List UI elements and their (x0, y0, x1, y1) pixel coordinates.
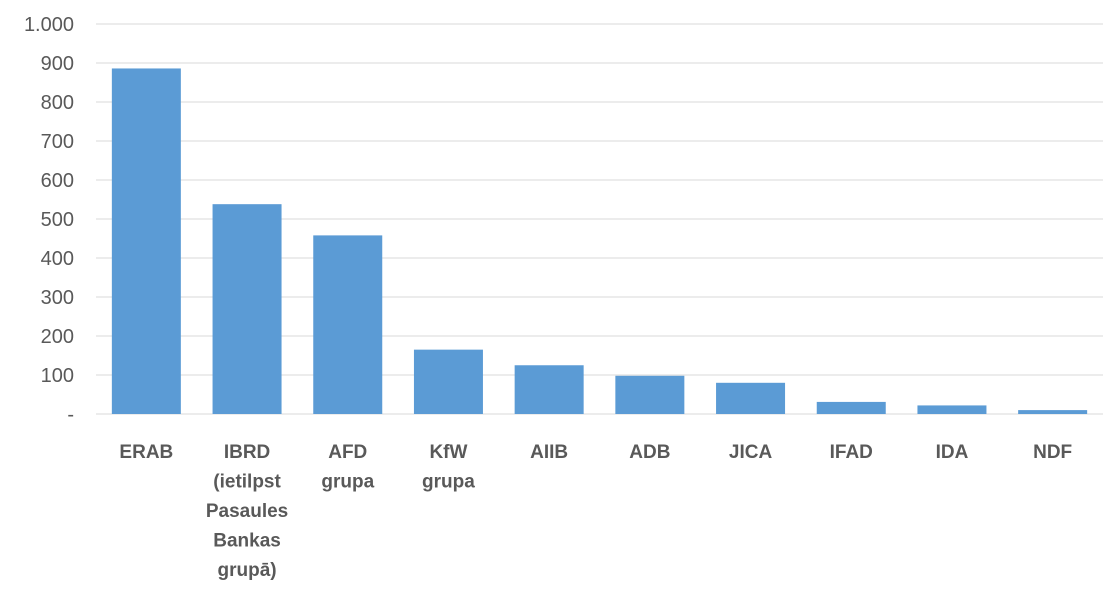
x-tick-label-line: IDA (936, 442, 969, 463)
x-tick-label-line: Bankas (213, 531, 281, 552)
x-tick-label-line: IFAD (830, 442, 873, 463)
x-tick-label: JICA (729, 442, 773, 463)
y-tick-label: 300 (41, 287, 74, 309)
y-tick-label: 400 (41, 248, 74, 270)
x-tick-label-line: ERAB (119, 442, 173, 463)
x-tick-label-line: KfW (429, 442, 467, 463)
y-tick-label: 100 (41, 365, 74, 387)
x-tick-label: KfW grupa (422, 442, 475, 493)
bar (111, 68, 181, 415)
x-tick-label-line: grupā) (217, 560, 276, 581)
y-tick-label: 800 (41, 92, 74, 114)
bar (917, 405, 987, 414)
y-tick-label: 200 (41, 326, 74, 348)
y-tick-label: 900 (41, 53, 74, 75)
x-tick-label: AFD grupa (321, 442, 374, 493)
bar (514, 365, 584, 414)
y-tick-label: 500 (41, 209, 74, 231)
bars (111, 68, 1088, 415)
bar (1018, 410, 1088, 414)
bar (413, 349, 483, 414)
y-tick-label: 700 (41, 131, 74, 153)
x-tick-label: NDF (1033, 442, 1072, 463)
x-tick-label: ERAB (119, 442, 173, 463)
bar (313, 235, 383, 414)
bar (615, 375, 685, 414)
x-tick-label: AIIB (530, 442, 568, 463)
x-tick-label: IFAD (830, 442, 873, 463)
x-tick-label: IDA (936, 442, 969, 463)
y-tick-label: - (67, 404, 74, 426)
x-tick-label-line: NDF (1033, 442, 1072, 463)
x-tick-label: IBRD (ietilpst Pasaules Bankas grupā) (206, 442, 288, 581)
bar (212, 204, 282, 414)
x-tick-label-line: AFD (328, 442, 367, 463)
x-tick-label-line: Pasaules (206, 501, 288, 522)
x-tick-label-line: grupa (321, 472, 374, 493)
x-tick-label-line: AIIB (530, 442, 568, 463)
x-tick-label-line: IBRD (224, 442, 270, 463)
bar (716, 382, 786, 414)
x-tick-label: ADB (629, 442, 670, 463)
y-tick-label: 1.000 (24, 14, 74, 36)
x-tick-label-line: ADB (629, 442, 670, 463)
x-tick-label-line: JICA (729, 442, 773, 463)
y-axis-tick-labels: - 100 200 300 400 500 600 700 800 900 1.000 (24, 14, 74, 426)
y-tick-label: 600 (41, 170, 74, 192)
bar (816, 401, 886, 414)
x-tick-label-line: grupa (422, 472, 475, 493)
x-axis-category-labels: ERAB IBRD (ietilpst Pasaules Bankas grupā) AFD… (119, 442, 1072, 581)
x-tick-label-line: (ietilpst (213, 472, 281, 493)
